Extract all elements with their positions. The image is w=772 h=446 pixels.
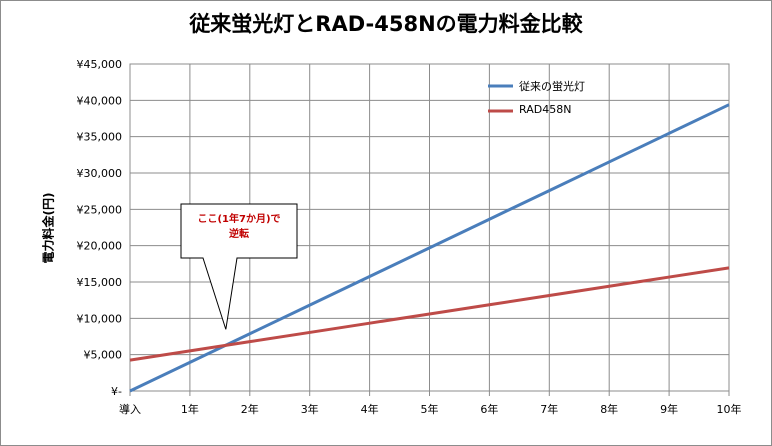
y-tick-label: ¥5,000: [84, 349, 123, 362]
y-tick-label: ¥30,000: [77, 167, 123, 180]
x-tick-label: 5年: [421, 402, 439, 416]
y-tick-label: ¥25,000: [77, 203, 123, 216]
y-tick-label: ¥10,000: [77, 312, 123, 325]
y-tick-label: ¥40,000: [77, 94, 123, 107]
x-tick-label: 10年: [717, 402, 742, 416]
legend: [488, 84, 513, 113]
plot-border: [129, 63, 730, 392]
y-tick-label: ¥35,000: [77, 131, 123, 144]
x-tick-label: 3年: [301, 402, 319, 416]
x-tick-labels: 導入 1年 2年 3年 4年 5年 6年 7年 8年 9年 10年: [119, 402, 742, 416]
y-tick-label: ¥-: [111, 385, 122, 398]
x-tick-label: 6年: [480, 402, 498, 416]
y-tick-label: ¥15,000: [77, 276, 123, 289]
callout-line-2: 逆転: [229, 229, 249, 240]
legend-label-series-2: RAD458N: [519, 103, 572, 116]
x-tick-label: 8年: [600, 402, 618, 416]
legend-label-series-1: 従来の蛍光灯: [519, 80, 585, 93]
x-tick-label: 1年: [181, 402, 199, 416]
x-tick-label: 4年: [361, 402, 379, 416]
chart-title: 従来蛍光灯とRAD-458Nの電力料金比較: [189, 12, 583, 36]
series-lines: [129, 103, 730, 393]
callout-text: ここ(1年7か月)で 逆転: [183, 212, 295, 242]
callout-shape: [180, 203, 298, 330]
x-tick-label: 導入: [119, 402, 141, 416]
callout-line-1: ここ(1年7か月)で: [197, 214, 281, 225]
callout-box: [180, 203, 298, 330]
y-tick-labels: ¥- ¥5,000 ¥10,000 ¥15,000 ¥20,000 ¥25,000 ¥30,…: [77, 58, 123, 398]
x-tick-label: 2年: [241, 402, 259, 416]
series-line-2: [129, 266, 730, 362]
x-tick-label: 7年: [540, 402, 558, 416]
plot-area-border: [129, 63, 730, 392]
y-tick-label: ¥45,000: [77, 58, 123, 71]
x-tick-label: 9年: [660, 402, 678, 416]
y-tick-label: ¥20,000: [77, 240, 123, 253]
